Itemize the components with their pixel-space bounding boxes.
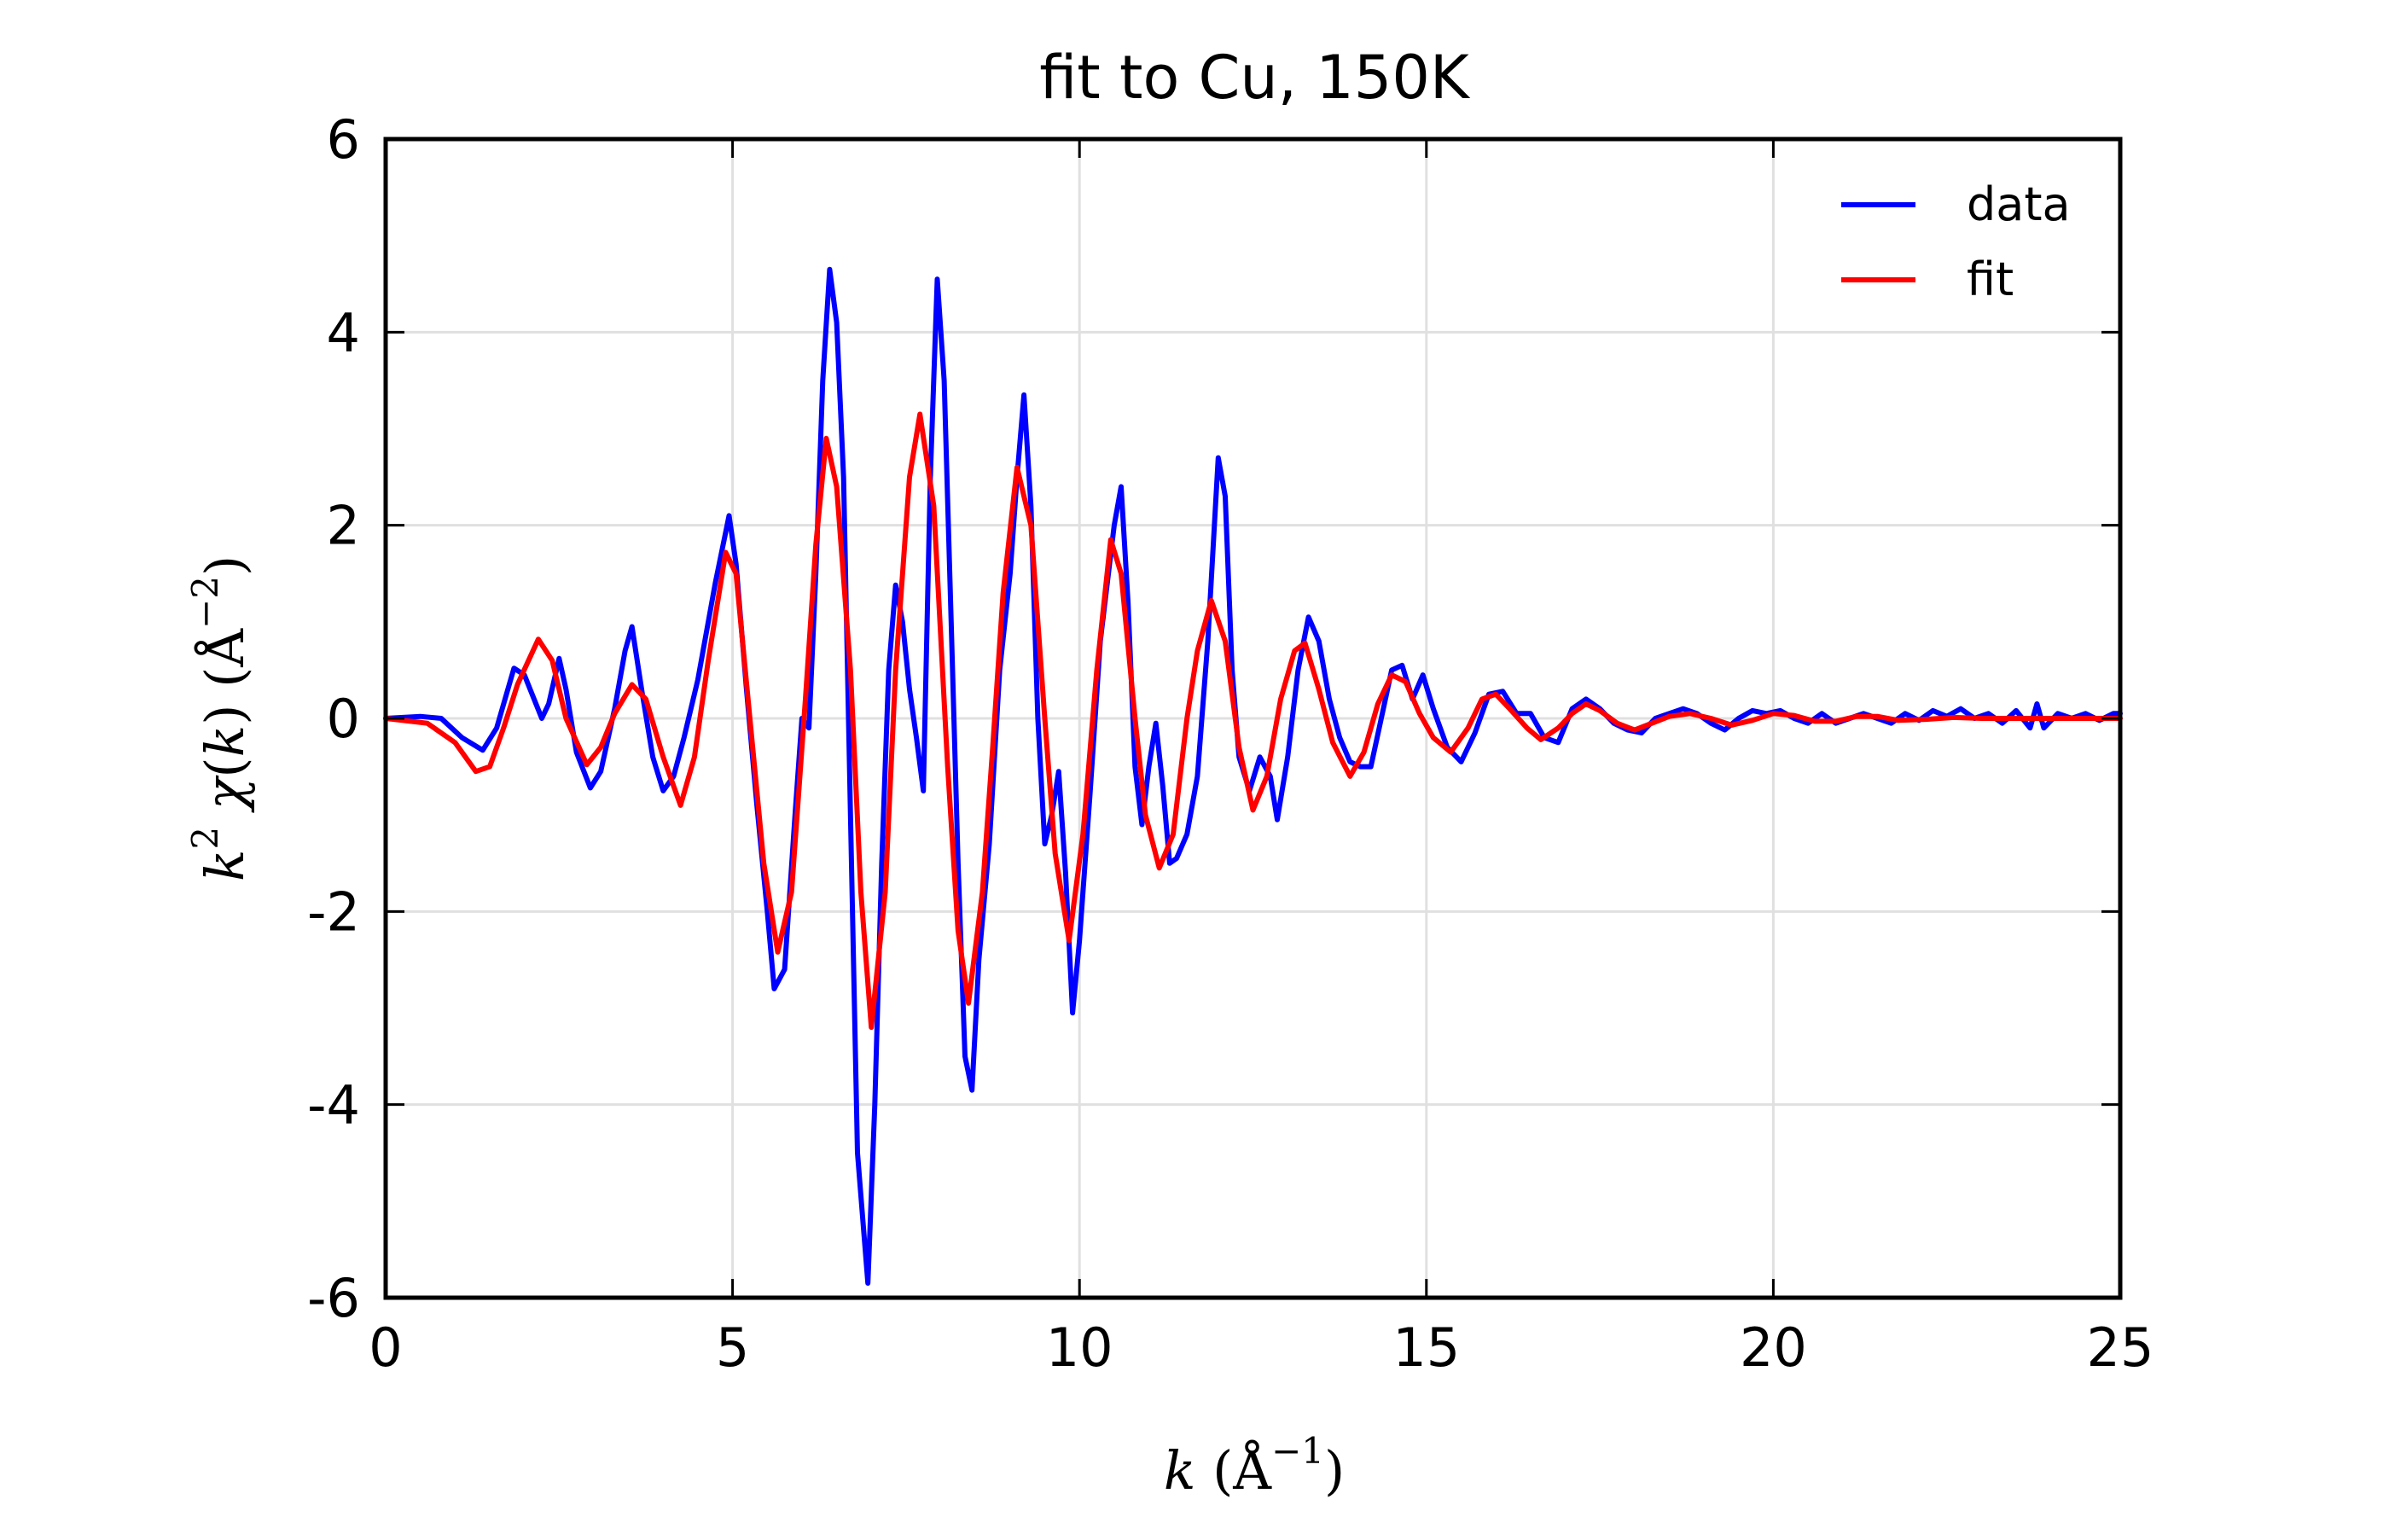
series-line-data — [383, 266, 2123, 1286]
y-tick-label: -4 — [307, 1074, 360, 1136]
x-tick-label: 20 — [1740, 1316, 1807, 1379]
x-axis-label: k (Å−1) — [1164, 1430, 1345, 1502]
legend: data fit — [1841, 177, 2071, 306]
series-line-fit — [383, 411, 2123, 1031]
axis-labels: k (Å−1) k2 χ(k) (Å−2) — [184, 555, 1345, 1502]
legend-label-data: data — [1967, 177, 2071, 231]
grid-layer — [386, 139, 2120, 1298]
x-tick-label: 10 — [1046, 1316, 1113, 1379]
y-tick-label: 2 — [327, 495, 360, 557]
x-tick-label: 15 — [1392, 1316, 1460, 1379]
y-tick-label: 6 — [327, 108, 360, 171]
y-tick-label: 0 — [327, 688, 360, 750]
y-axis-label: k2 χ(k) (Å−2) — [184, 555, 256, 881]
y-tick-label: 4 — [327, 301, 360, 363]
x-tick-label: 25 — [2087, 1316, 2154, 1379]
legend-label-fit: fit — [1967, 253, 2014, 306]
series-layer — [383, 266, 2123, 1286]
y-tick-label: -2 — [307, 880, 360, 943]
y-tick-label: -6 — [307, 1267, 360, 1329]
tick-layer: 0 5 10 15 20 25 -6 -4 -2 0 2 4 6 — [307, 108, 2154, 1379]
x-tick-label: 0 — [369, 1316, 402, 1379]
x-tick-label: 5 — [716, 1316, 749, 1379]
chart-title: fit to Cu, 150K — [1039, 43, 1471, 113]
